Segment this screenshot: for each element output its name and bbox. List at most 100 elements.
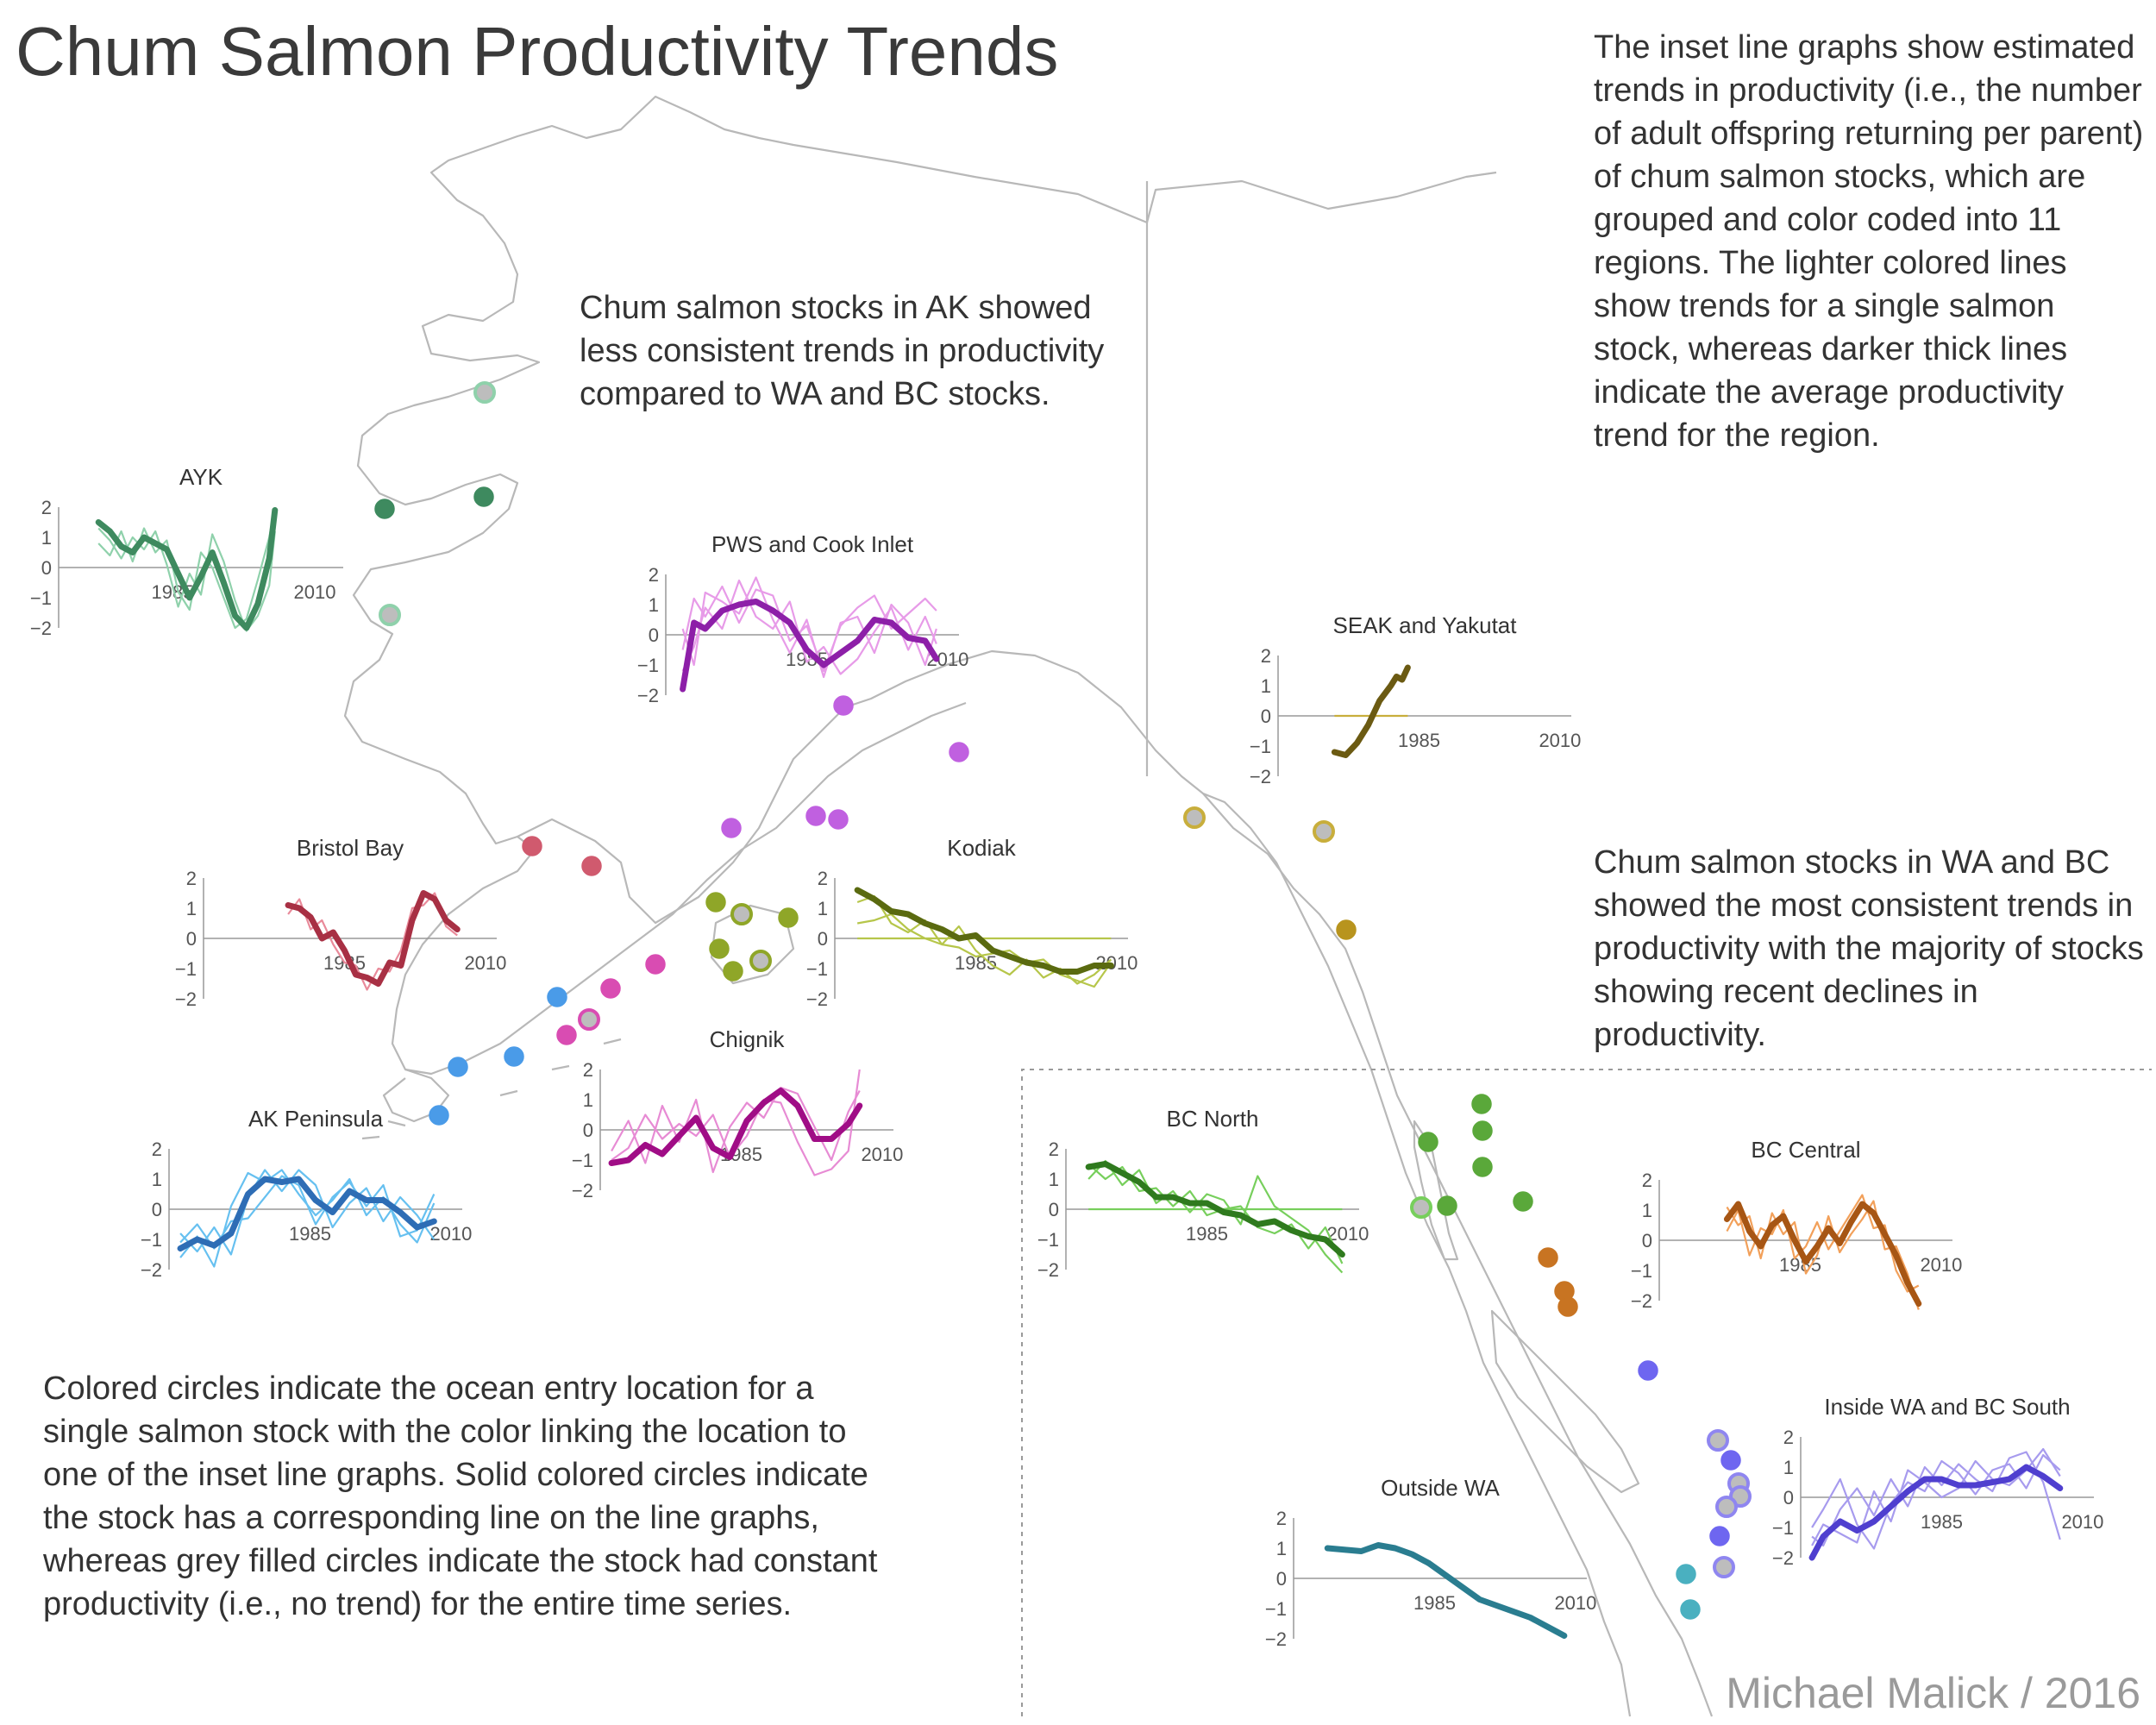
inset-title: Outside WA [1381,1475,1500,1501]
y-tick-label: −1 [1631,1260,1652,1282]
inset-ak-peninsula: AK Peninsula 2 1 0 −1 −2 1985 2010 [141,1106,472,1281]
x-tick-label: 2010 [1920,1254,1962,1276]
region-average-line [854,887,1114,975]
x-tick-label: 1985 [289,1223,331,1245]
y-tick-label: 1 [583,1089,593,1111]
y-tick-label: 0 [1261,706,1271,727]
y-tick-label: 2 [41,497,52,518]
stock-location-dot [1472,1120,1493,1141]
region-average-line [1331,664,1411,758]
stock-location-dot [1471,1094,1492,1114]
region-average-line [1324,1542,1568,1639]
inset-outside-wa: Outside WA 2 1 0 −1 −2 1985 2010 [1265,1475,1596,1650]
ak-peninsula-south-shore [404,701,967,1076]
stock-location-dot [705,892,726,913]
y-tick-label: 0 [1783,1487,1794,1509]
y-tick-label: −1 [1772,1517,1794,1539]
stock-location-dot [547,987,567,1007]
y-tick-label: −1 [30,587,52,609]
y-tick-label: −1 [572,1150,593,1171]
stock-location-dot [828,809,849,830]
stock-location-dot [504,1046,524,1067]
y-tick-label: 2 [1642,1170,1652,1191]
inset-title: Inside WA and BC South [1824,1394,2070,1420]
stock-location-dot [805,806,826,826]
y-tick-label: −2 [1250,766,1271,787]
y-tick-label: 2 [1783,1427,1794,1448]
stock-location-dot [473,486,494,507]
inset-title: AYK [179,464,223,490]
stock-location-dot [833,695,854,716]
stock-location-dot [1713,1556,1735,1578]
y-tick-label: 0 [152,1199,162,1220]
alaska-coastline [343,95,1497,1113]
description-top-right: The inset line graphs show estimated tre… [1594,29,2144,454]
y-tick-label: −2 [1631,1290,1652,1312]
y-tick-label: −2 [572,1180,593,1201]
stock-location-dot [1410,1196,1432,1219]
y-tick-label: −2 [175,988,197,1010]
stock-location-dot [578,1008,600,1031]
stock-line [681,579,937,675]
y-tick-label: 2 [818,868,828,889]
x-tick-label: 1985 [1413,1592,1456,1614]
stock-location-dot [1183,806,1206,829]
stock-location-dot [721,818,742,838]
stock-location-dot [1676,1564,1696,1584]
x-tick-label: 1985 [1186,1223,1228,1245]
stock-location-dot [379,604,401,626]
x-tick-label: 1985 [1779,1254,1821,1276]
y-tick-label: 2 [1276,1508,1287,1529]
y-tick-label: 1 [649,594,659,616]
inset-bc-north: BC North 2 1 0 −1 −2 1985 2010 [1037,1106,1369,1281]
description-bottom-left: Colored circles indicate the ocean entry… [43,1371,878,1622]
y-tick-label: −1 [1265,1598,1287,1620]
region-average-line [95,507,279,631]
y-tick-label: 2 [186,868,197,889]
stock-location-dot [1557,1296,1578,1317]
stock-location-dot [723,961,743,982]
stock-location-dot [1709,1526,1730,1546]
inset-seak-and-yakutat: SEAK and Yakutat 2 1 0 −1 −2 1985 2010 [1250,612,1581,787]
region-average-line [1085,1161,1345,1258]
stock-line [611,1086,861,1174]
stock-line [681,576,937,679]
y-tick-label: 0 [818,928,828,950]
stock-location-dot [1472,1157,1493,1177]
y-tick-label: 0 [1642,1230,1652,1251]
y-tick-label: 1 [1783,1457,1794,1478]
stock-location-dot [1638,1360,1658,1381]
inset-title: AK Peninsula [248,1106,384,1132]
y-tick-label: 1 [1642,1200,1652,1221]
stock-line [1087,1163,1344,1264]
x-tick-label: 1985 [1921,1511,1963,1533]
ak-note: Chum salmon stocks in AK showed less con… [580,290,1105,412]
y-tick-label: 1 [1049,1169,1059,1190]
region-average-line [285,890,461,987]
inset-title: SEAK and Yakutat [1333,612,1518,638]
stock-location-dot [949,742,969,762]
region-average-line [1723,1201,1922,1307]
x-tick-label: 2010 [294,581,336,603]
stock-line [611,1069,861,1176]
page-title: Chum Salmon Productivity Trends [16,13,1059,90]
y-tick-label: −1 [175,958,197,980]
inset-inside-wa-and-bc-south: Inside WA and BC South 2 1 0 −1 −2 1985 2010 [1772,1394,2103,1569]
y-tick-label: −2 [637,685,659,706]
y-tick-label: 0 [186,928,197,950]
stock-line [179,1169,436,1268]
stock-location-dot [448,1057,468,1077]
stock-location-dot [1720,1450,1741,1471]
y-tick-label: 0 [1049,1199,1059,1220]
stock-location-dot [522,836,542,856]
stock-line [1811,1447,2061,1546]
inset-divider [1021,1069,2152,1716]
region-average-line [177,1176,437,1251]
stock-location-dot [645,954,666,975]
stock-location-dot [709,938,730,959]
y-tick-label: 1 [41,527,52,549]
stock-location-dot [1707,1429,1729,1452]
